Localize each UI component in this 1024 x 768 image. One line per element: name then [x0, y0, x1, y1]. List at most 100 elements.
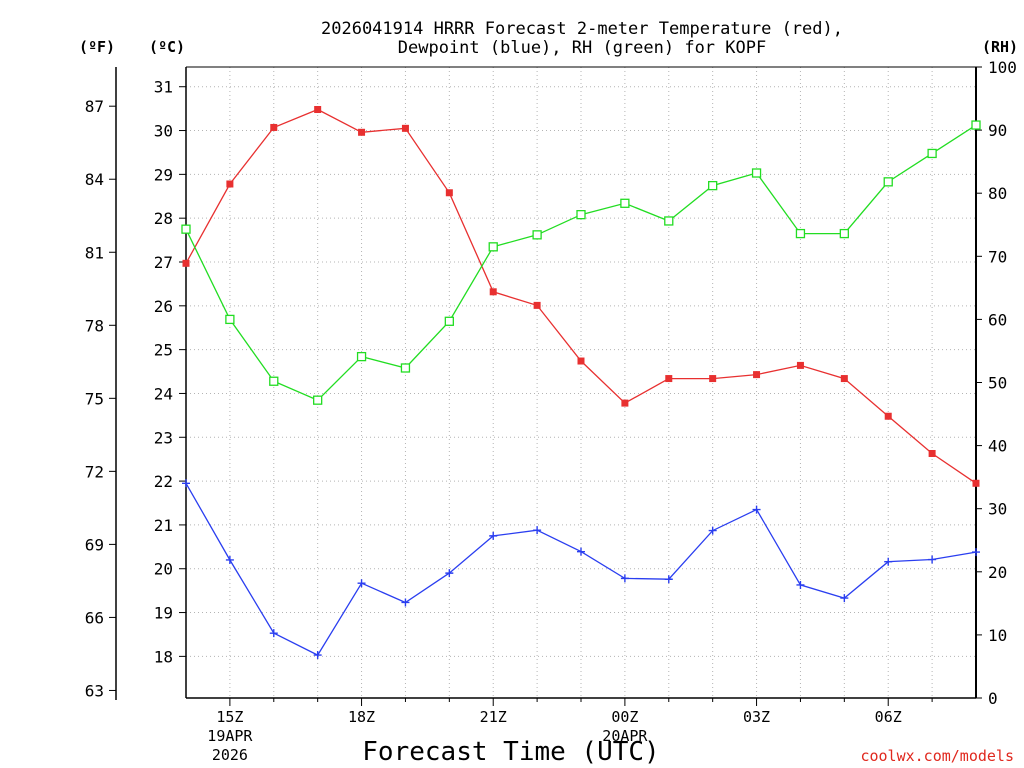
celsius-tick-label: 24	[154, 384, 173, 403]
dewpoint-point	[796, 580, 805, 589]
rh-series	[181, 120, 981, 405]
2-meter-temperature-point	[226, 180, 234, 188]
gridlines	[186, 67, 976, 698]
celsius-tick-label: 21	[154, 516, 173, 535]
2-meter-temperature-point	[314, 106, 322, 114]
x-tick-label: 00Z	[611, 708, 638, 726]
2-meter-temperature-point	[182, 259, 190, 267]
dewpoint-point	[972, 548, 980, 557]
x-tick-label: 06Z	[875, 708, 902, 726]
2-meter-temperature-point	[884, 412, 892, 420]
rh-tick-label: 50	[988, 374, 1007, 393]
rh-tick-label: 10	[988, 626, 1007, 645]
rh-point	[488, 242, 498, 252]
2-meter-temperature-series	[182, 106, 980, 487]
dewpoint-point	[357, 579, 366, 588]
2-meter-temperature-point	[665, 375, 673, 383]
rh-point	[795, 228, 806, 239]
fahrenheit-tick-label: 87	[85, 97, 104, 116]
dewpoint-point	[269, 629, 278, 638]
2-meter-temperature-point	[489, 288, 497, 296]
x-tick-date-label: 19APR	[207, 727, 253, 745]
rh-point	[532, 230, 542, 240]
dewpoint-point	[620, 574, 629, 583]
celsius-tick-label: 28	[154, 209, 173, 228]
x-axis-label: Forecast Time (UTC)	[362, 737, 659, 767]
credit-text: coolwx.com/models	[860, 747, 1014, 765]
rh-tick-label: 20	[988, 563, 1007, 582]
dewpoint-point	[225, 555, 234, 564]
celsius-tick-label: 23	[154, 428, 173, 447]
dewpoint-point	[928, 555, 937, 564]
fahrenheit-tick-label: 81	[85, 243, 104, 262]
rh-unit-label: (RH)	[982, 38, 1018, 56]
rh-point	[751, 168, 762, 178]
2-meter-temperature-point	[577, 357, 585, 365]
celsius-tick-label: 27	[154, 253, 173, 272]
x-tick-label: 03Z	[743, 708, 770, 726]
rh-tick-label: 60	[988, 310, 1007, 329]
2-meter-temperature-point	[270, 123, 278, 131]
rh-point	[313, 395, 323, 405]
celsius-tick-label: 22	[154, 472, 173, 491]
fahrenheit-tick-label: 72	[85, 462, 104, 481]
2-meter-temperature-point	[753, 371, 761, 379]
dewpoint-point	[664, 575, 673, 584]
celsius-tick-label: 26	[154, 297, 173, 316]
dewpoint-series	[182, 479, 980, 660]
rh-point	[356, 351, 367, 362]
chart-title-line1: 2026041914 HRRR Forecast 2-meter Tempera…	[321, 19, 843, 39]
rh-point	[708, 180, 718, 191]
dewpoint-point	[752, 505, 761, 514]
celsius-tick-label: 30	[154, 122, 173, 141]
x-tick-label: 21Z	[480, 708, 507, 726]
rh-point	[664, 216, 674, 226]
2-meter-temperature-point	[709, 375, 717, 383]
celsius-unit-label: (ºC)	[149, 38, 185, 56]
rh-point	[181, 224, 191, 234]
fahrenheit-tick-label: 75	[85, 389, 104, 408]
rh-point	[269, 376, 279, 386]
dewpoint-point	[489, 531, 498, 540]
dewpoint-point	[577, 547, 585, 556]
2-meter-temperature-point	[401, 124, 409, 132]
2-meter-temperature-point	[621, 399, 629, 407]
rh-point	[576, 210, 586, 220]
fahrenheit-unit-label: (ºF)	[79, 38, 115, 56]
celsius-tick-label: 19	[154, 604, 173, 623]
rh-point	[883, 177, 893, 187]
fahrenheit-tick-label: 78	[85, 316, 104, 335]
celsius-tick-label: 31	[154, 78, 173, 97]
rh-tick-label: 100	[988, 58, 1017, 77]
rh-tick-label: 0	[988, 689, 998, 708]
2-meter-temperature-point	[358, 128, 366, 136]
dewpoint-point	[313, 651, 322, 660]
rh-tick-label: 30	[988, 500, 1007, 519]
dewpoint-line	[185, 482, 977, 656]
rh-tick-label: 40	[988, 437, 1007, 456]
rh-point	[225, 314, 235, 325]
x-tick-year-label: 2026	[212, 746, 248, 764]
fahrenheit-tick-label: 66	[85, 608, 104, 627]
rh-point	[444, 316, 454, 326]
x-tick-label: 18Z	[348, 708, 375, 726]
rh-point	[971, 120, 981, 130]
2-meter-temperature-point	[445, 189, 453, 197]
x-tick-date-label: 20APR	[602, 727, 648, 745]
dewpoint-point	[445, 569, 454, 578]
rh-tick-label: 90	[988, 121, 1007, 140]
x-tick-label: 15Z	[216, 708, 243, 726]
rh-tick-label: 70	[988, 247, 1007, 266]
data-series	[181, 106, 981, 660]
dewpoint-point	[182, 479, 190, 488]
celsius-tick-label: 29	[154, 165, 173, 184]
rh-point	[927, 148, 937, 159]
rh-tick-label: 80	[988, 184, 1007, 203]
2-meter-temperature-point	[796, 361, 804, 369]
dewpoint-point	[840, 594, 849, 603]
celsius-tick-label: 20	[154, 560, 173, 579]
rh-point	[400, 363, 411, 373]
chart-title-line2: Dewpoint (blue), RH (green) for KOPF	[398, 38, 766, 58]
2-meter-temperature-point	[840, 375, 848, 383]
